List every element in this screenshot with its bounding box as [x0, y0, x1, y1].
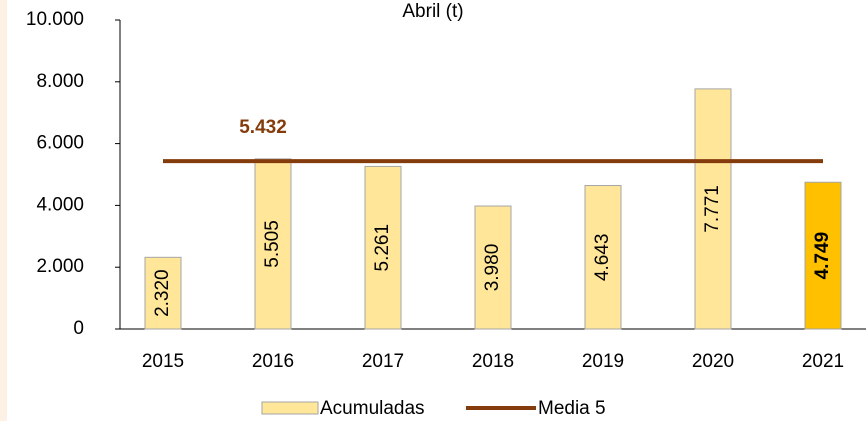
- y-tick-label: 4.000: [36, 194, 84, 215]
- y-tick-label: 6.000: [36, 133, 84, 154]
- bar: [474, 205, 512, 330]
- y-tick-label: 8.000: [36, 71, 84, 92]
- bar-value-label: 5.505: [262, 220, 283, 268]
- x-tick-label: 2019: [582, 351, 624, 372]
- x-tick-label: 2015: [142, 351, 184, 372]
- x-tick-label: 2020: [692, 351, 734, 372]
- bar: [364, 165, 402, 330]
- bar-value-label: 4.749: [812, 232, 833, 280]
- bar-value-label: 5.261: [372, 224, 393, 272]
- bar: [144, 256, 182, 330]
- bar: [804, 181, 842, 330]
- y-tick-label: 0: [73, 318, 84, 339]
- bar-value-label: 3.980: [482, 244, 503, 292]
- legend-label: Acumuladas: [320, 398, 425, 419]
- y-tick-label: 10.000: [26, 9, 84, 30]
- line-value-label: 5.432: [239, 117, 287, 138]
- bar: [584, 185, 622, 330]
- bar-value-label: 7.771: [702, 185, 723, 233]
- left-stripe: [0, 0, 7, 421]
- chart-title: Abril (t): [402, 1, 463, 22]
- legend-label: Media 5: [538, 398, 606, 419]
- x-tick-label: 2021: [802, 351, 844, 372]
- bar-value-label: 4.643: [592, 233, 613, 281]
- y-tick-label: 2.000: [36, 256, 84, 277]
- x-tick-label: 2016: [252, 351, 294, 372]
- bar: [254, 158, 292, 330]
- bar-value-label: 2.320: [152, 269, 173, 317]
- x-tick-label: 2018: [472, 351, 514, 372]
- x-tick-label: 2017: [362, 351, 404, 372]
- bar: [694, 88, 732, 330]
- legend-swatch: [261, 401, 319, 415]
